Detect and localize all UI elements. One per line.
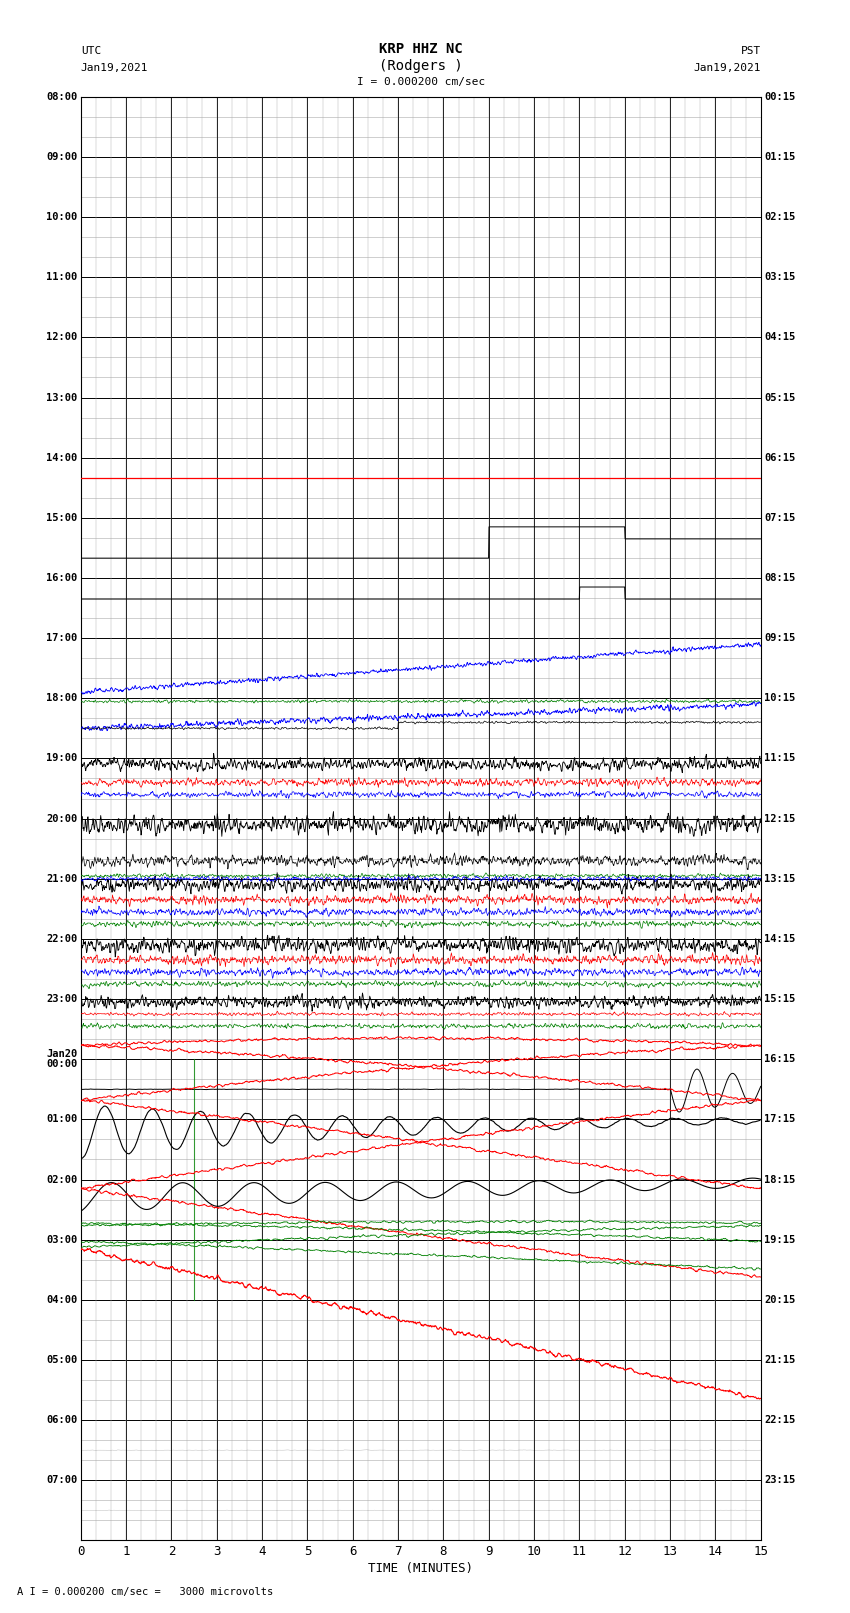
Text: 22:15: 22:15 xyxy=(764,1415,796,1426)
Text: 09:00: 09:00 xyxy=(46,152,77,161)
Text: 10:15: 10:15 xyxy=(764,694,796,703)
Text: 23:00: 23:00 xyxy=(46,994,77,1003)
Text: 06:00: 06:00 xyxy=(46,1415,77,1426)
Text: 12:15: 12:15 xyxy=(764,813,796,824)
Text: Jan19,2021: Jan19,2021 xyxy=(694,63,761,73)
Text: 00:15: 00:15 xyxy=(764,92,796,102)
Text: 05:00: 05:00 xyxy=(46,1355,77,1365)
X-axis label: TIME (MINUTES): TIME (MINUTES) xyxy=(368,1563,473,1576)
Text: 01:00: 01:00 xyxy=(46,1115,77,1124)
Text: 07:15: 07:15 xyxy=(764,513,796,523)
Text: 19:00: 19:00 xyxy=(46,753,77,763)
Text: 11:00: 11:00 xyxy=(46,273,77,282)
Text: 14:00: 14:00 xyxy=(46,453,77,463)
Text: 04:15: 04:15 xyxy=(764,332,796,342)
Text: 01:15: 01:15 xyxy=(764,152,796,161)
Text: 04:00: 04:00 xyxy=(46,1295,77,1305)
Text: 14:15: 14:15 xyxy=(764,934,796,944)
Text: 05:15: 05:15 xyxy=(764,392,796,403)
Text: Jan19,2021: Jan19,2021 xyxy=(81,63,148,73)
Text: 15:00: 15:00 xyxy=(46,513,77,523)
Text: 10:00: 10:00 xyxy=(46,211,77,223)
Text: 09:15: 09:15 xyxy=(764,634,796,644)
Text: 13:00: 13:00 xyxy=(46,392,77,403)
Text: 15:15: 15:15 xyxy=(764,994,796,1003)
Text: 02:15: 02:15 xyxy=(764,211,796,223)
Text: 19:15: 19:15 xyxy=(764,1234,796,1245)
Text: 16:00: 16:00 xyxy=(46,573,77,582)
Text: 21:00: 21:00 xyxy=(46,874,77,884)
Text: 07:00: 07:00 xyxy=(46,1476,77,1486)
Text: 21:15: 21:15 xyxy=(764,1355,796,1365)
Text: Jan20: Jan20 xyxy=(46,1048,77,1060)
Text: KRP HHZ NC: KRP HHZ NC xyxy=(379,42,462,56)
Text: 08:15: 08:15 xyxy=(764,573,796,582)
Text: A I = 0.000200 cm/sec =   3000 microvolts: A I = 0.000200 cm/sec = 3000 microvolts xyxy=(17,1587,273,1597)
Text: 06:15: 06:15 xyxy=(764,453,796,463)
Text: 13:15: 13:15 xyxy=(764,874,796,884)
Text: 08:00: 08:00 xyxy=(46,92,77,102)
Text: PST: PST xyxy=(740,47,761,56)
Text: 12:00: 12:00 xyxy=(46,332,77,342)
Text: 17:00: 17:00 xyxy=(46,634,77,644)
Text: UTC: UTC xyxy=(81,47,101,56)
Text: 18:00: 18:00 xyxy=(46,694,77,703)
Text: 20:00: 20:00 xyxy=(46,813,77,824)
Text: 00:00: 00:00 xyxy=(46,1060,77,1069)
Text: 02:00: 02:00 xyxy=(46,1174,77,1184)
Text: 16:15: 16:15 xyxy=(764,1055,796,1065)
Text: 17:15: 17:15 xyxy=(764,1115,796,1124)
Text: 18:15: 18:15 xyxy=(764,1174,796,1184)
Text: 03:15: 03:15 xyxy=(764,273,796,282)
Text: I = 0.000200 cm/sec: I = 0.000200 cm/sec xyxy=(357,77,484,87)
Text: 11:15: 11:15 xyxy=(764,753,796,763)
Text: 22:00: 22:00 xyxy=(46,934,77,944)
Text: 20:15: 20:15 xyxy=(764,1295,796,1305)
Text: 23:15: 23:15 xyxy=(764,1476,796,1486)
Text: 03:00: 03:00 xyxy=(46,1234,77,1245)
Text: (Rodgers ): (Rodgers ) xyxy=(379,58,462,73)
